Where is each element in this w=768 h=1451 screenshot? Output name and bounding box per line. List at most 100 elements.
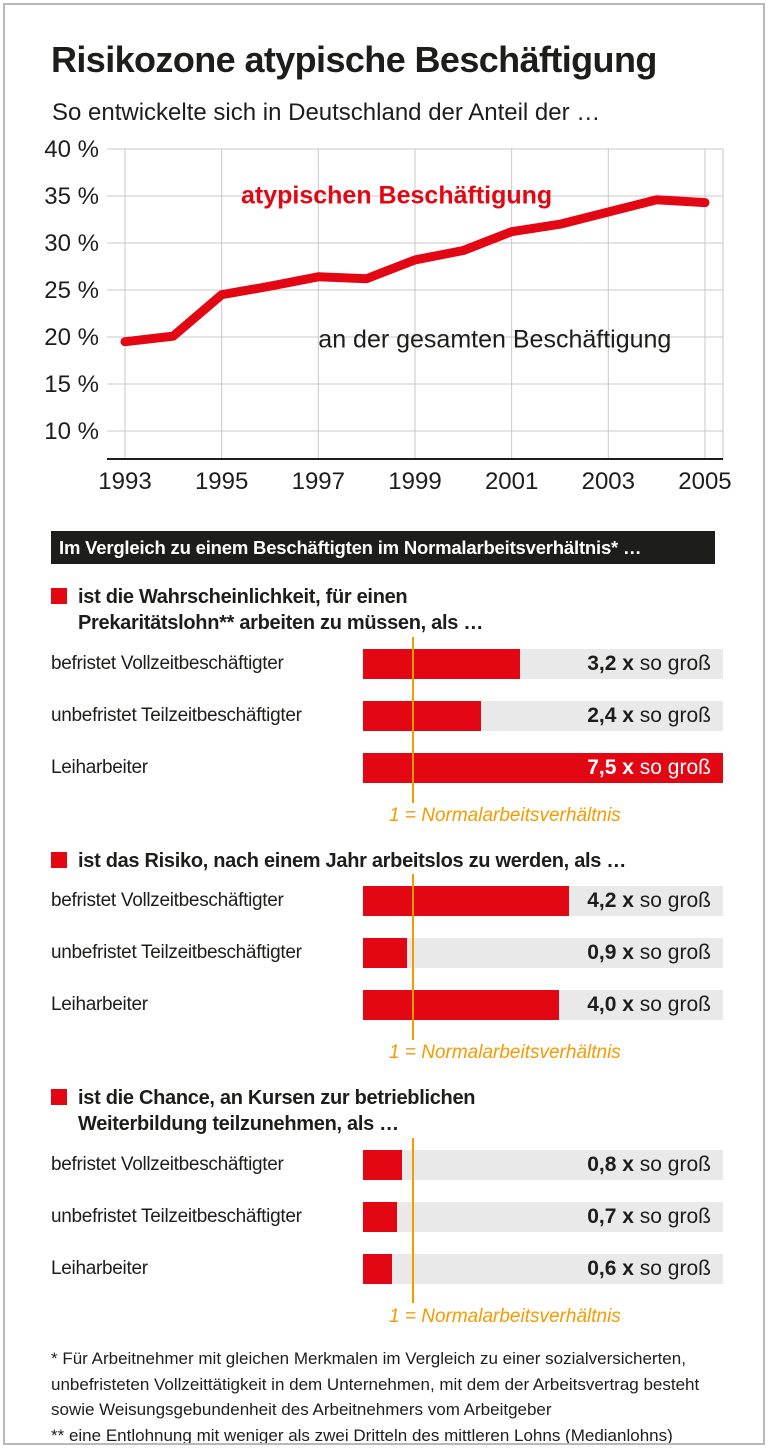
x-tick-label: 1993 <box>98 468 151 495</box>
bar-row: Leiharbeiter 4,0 x so groß <box>51 989 723 1020</box>
reference-caption: 1 = Normalarbeitsverhältnis <box>389 1305 621 1327</box>
bar-row: befristet Vollzeitbeschäftigter 0,8 x so… <box>51 1149 723 1180</box>
bar-value-suffix: so groß <box>639 1256 711 1280</box>
bar-value-number: 3,2 x <box>587 651 634 675</box>
bar-group-weiterbildung-chance: ist die Chance, an Kursen zur betrieblic… <box>51 1085 723 1329</box>
bar-value: 0,8 x so groß <box>587 1150 711 1180</box>
y-tick-label: 40 % <box>44 136 99 163</box>
bar-value: 3,2 x so groß <box>587 649 711 679</box>
bar-value: 0,9 x so groß <box>587 938 711 968</box>
bar-track: 3,2 x so groß <box>363 648 723 679</box>
footnote-asterisk: * Für Arbeitnehmer mit gleichen Merkmale… <box>51 1349 700 1420</box>
group-heading-line1: ist die Chance, an Kursen zur betrieblic… <box>78 1086 476 1109</box>
x-tick-label: 1997 <box>292 468 345 495</box>
group-heading: ist die Wahrscheinlichkeit, für einen Pr… <box>51 584 715 637</box>
bar-row: Leiharbeiter 7,5 x so groß <box>51 752 723 783</box>
bar-value: 0,6 x so groß <box>587 1254 711 1284</box>
bar-track: 0,8 x so groß <box>363 1149 723 1180</box>
bar-value-suffix: so groß <box>639 1204 711 1228</box>
bar-row-label: unbefristet Teilzeitbeschäftigter <box>51 1205 302 1227</box>
group-heading-line2: Prekaritätslohn** arbeiten zu müssen, al… <box>78 612 484 635</box>
bar-row-label: Leiharbeiter <box>51 1257 148 1279</box>
reference-line <box>412 636 414 803</box>
bar-value-suffix: so groß <box>639 992 711 1016</box>
x-tick-label: 2003 <box>582 468 635 495</box>
bar-track: 0,6 x so groß <box>363 1253 723 1284</box>
footnote-double-asterisk: ** eine Entlohnung mit weniger als zwei … <box>51 1425 673 1445</box>
bar-value: 4,2 x so groß <box>587 886 711 916</box>
bar-group-arbeitslos-risiko: ist das Risiko, nach einem Jahr arbeitsl… <box>51 848 723 1065</box>
bar-fill <box>363 648 520 679</box>
bar-value: 2,4 x so groß <box>587 701 711 731</box>
bar-fill <box>363 700 481 731</box>
bar-fill <box>363 989 559 1020</box>
bar-fill <box>363 1201 398 1232</box>
bar-row: unbefristet Teilzeitbeschäftigter 2,4 x … <box>51 700 723 731</box>
bar-value-suffix: so groß <box>639 651 711 675</box>
red-square-bullet <box>51 1088 67 1105</box>
bar-rows: befristet Vollzeitbeschäftigter 4,2 x so… <box>51 873 723 1065</box>
bar-group-prekaritaetslohn: ist die Wahrscheinlichkeit, für einen Pr… <box>51 584 723 828</box>
reference-caption: 1 = Normalarbeitsverhältnis <box>389 804 621 826</box>
infographic-frame: Risikozone atypische Beschäftigung So en… <box>3 3 765 1445</box>
bar-row: Leiharbeiter 0,6 x so groß <box>51 1253 723 1284</box>
x-tick-label: 1995 <box>195 468 248 495</box>
group-heading-line2: Weiterbildung teilzunehmen, als … <box>78 1113 399 1136</box>
reference-line <box>412 873 414 1040</box>
line-chart: 40 % 35 % 30 % 25 % 20 % 15 % 10 % 1993 1995 1997… <box>44 136 731 495</box>
y-tick-label: 15 % <box>44 371 99 398</box>
red-square-bullet <box>51 588 67 604</box>
x-tick-label: 2005 <box>678 468 731 495</box>
chart-annotation: an der gesamten Beschäftigung <box>318 325 671 353</box>
y-tick-label: 30 % <box>44 230 99 257</box>
comparison-header: Im Vergleich zu einem Beschäftigten im N… <box>51 531 715 564</box>
bar-row-label: Leiharbeiter <box>51 756 148 778</box>
bar-rows: befristet Vollzeitbeschäftigter 0,8 x so… <box>51 1137 723 1329</box>
bar-value-number: 0,7 x <box>587 1204 634 1228</box>
bar-value-number: 0,9 x <box>587 940 634 964</box>
bar-value: 7,5 x so groß <box>587 753 711 783</box>
bar-fill <box>363 937 408 968</box>
bar-row-label: befristet Vollzeitbeschäftigter <box>51 1153 284 1175</box>
bar-track: 0,9 x so groß <box>363 937 723 968</box>
subtitle: So entwickelte sich in Deutschland der A… <box>52 99 601 126</box>
footnotes: * Für Arbeitnehmer mit gleichen Merkmale… <box>51 1346 715 1445</box>
page-title: Risikozone atypische Beschäftigung <box>51 39 657 80</box>
bar-track: 2,4 x so groß <box>363 700 723 731</box>
bar-value-suffix: so groß <box>639 755 711 779</box>
reference-caption: 1 = Normalarbeitsverhältnis <box>389 1041 621 1063</box>
bar-track: 4,0 x so groß <box>363 989 723 1020</box>
bar-row: unbefristet Teilzeitbeschäftigter 0,9 x … <box>51 937 723 968</box>
group-heading: ist das Risiko, nach einem Jahr arbeitsl… <box>51 848 715 874</box>
x-tick-label: 1999 <box>388 468 441 495</box>
bar-value-suffix: so groß <box>639 940 711 964</box>
bar-row-label: befristet Vollzeitbeschäftigter <box>51 889 284 911</box>
bar-value-suffix: so groß <box>639 1152 711 1176</box>
bar-fill <box>363 885 569 916</box>
bar-row: befristet Vollzeitbeschäftigter 3,2 x so… <box>51 648 723 679</box>
chart-annotation: atypischen Beschäftigung <box>241 182 552 210</box>
bar-row: unbefristet Teilzeitbeschäftigter 0,7 x … <box>51 1201 723 1232</box>
bar-value-suffix: so groß <box>639 703 711 727</box>
bar-fill <box>363 752 723 783</box>
group-heading: ist die Chance, an Kursen zur betrieblic… <box>51 1085 715 1138</box>
bar-value-number: 2,4 x <box>587 703 634 727</box>
bar-value-number: 4,0 x <box>587 992 634 1016</box>
bar-value-number: 0,6 x <box>587 1256 634 1280</box>
y-tick-label: 35 % <box>44 183 99 210</box>
bar-row-label: unbefristet Teilzeitbeschäftigter <box>51 941 302 963</box>
bar-rows: befristet Vollzeitbeschäftigter 3,2 x so… <box>51 636 723 828</box>
group-heading-line1: ist das Risiko, nach einem Jahr arbeitsl… <box>78 849 627 872</box>
bar-value-suffix: so groß <box>639 888 711 912</box>
bar-track: 4,2 x so groß <box>363 885 723 916</box>
bar-value-number: 4,2 x <box>587 888 634 912</box>
bar-value-number: 0,8 x <box>587 1152 634 1176</box>
trend-line <box>120 195 710 347</box>
bar-row: befristet Vollzeitbeschäftigter 4,2 x so… <box>51 885 723 916</box>
bar-value: 4,0 x so groß <box>587 990 711 1020</box>
reference-line <box>412 1137 414 1304</box>
bar-track: 0,7 x so groß <box>363 1201 723 1232</box>
bar-row-label: Leiharbeiter <box>51 993 148 1015</box>
red-square-bullet <box>51 851 67 868</box>
bar-value: 0,7 x so groß <box>587 1202 711 1232</box>
